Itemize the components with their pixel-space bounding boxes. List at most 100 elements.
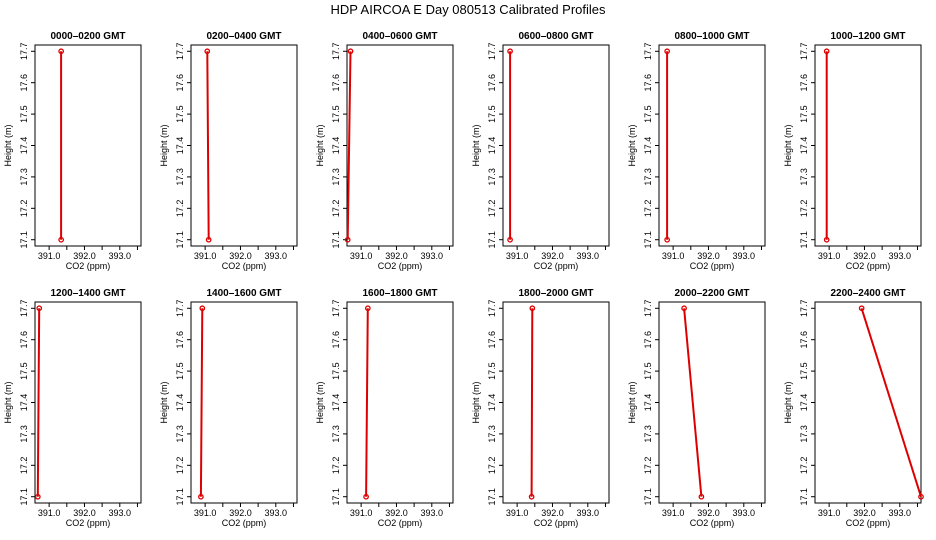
data-point <box>664 48 670 55</box>
x-axis-label: CO2 (ppm) <box>66 261 111 271</box>
x-tick-label: 393.0 <box>577 508 600 518</box>
x-tick-label: 393.0 <box>421 251 444 261</box>
y-tick-label: 17.5 <box>643 105 653 123</box>
x-tick-label: 392.0 <box>541 251 564 261</box>
x-tick-label: 392.0 <box>697 508 720 518</box>
y-tick-label: 17.3 <box>19 425 29 443</box>
y-tick-label: 17.6 <box>799 331 809 349</box>
profile-line <box>206 51 210 240</box>
y-axis-label: Height (m) <box>471 124 481 166</box>
y-tick-label: 17.7 <box>175 300 185 318</box>
y-tick-label: 17.4 <box>799 394 809 412</box>
profile-line <box>365 308 369 497</box>
x-tick-label: 393.0 <box>109 508 132 518</box>
panel-title: 0200–0400 GMT <box>206 31 281 42</box>
data-point <box>34 493 41 500</box>
data-point <box>529 305 536 312</box>
y-tick-label: 17.7 <box>799 300 809 318</box>
x-axis-label: CO2 (ppm) <box>222 261 267 271</box>
y-tick-label: 17.1 <box>331 231 341 249</box>
plot-frame <box>658 44 766 247</box>
x-tick-label: 391.0 <box>350 508 373 518</box>
x-tick-label: 391.0 <box>38 251 61 261</box>
data-point <box>528 493 535 500</box>
y-tick-label: 17.4 <box>175 394 185 412</box>
panel-title: 2000–2200 GMT <box>674 288 749 299</box>
x-tick-label: 393.0 <box>733 251 756 261</box>
y-tick-label: 17.5 <box>643 362 653 380</box>
y-tick-label: 17.6 <box>799 74 809 92</box>
y-tick-label: 17.4 <box>643 394 653 412</box>
x-tick-label: 392.0 <box>853 251 876 261</box>
y-tick-label: 17.4 <box>487 137 497 155</box>
y-tick-label: 17.3 <box>643 425 653 443</box>
x-tick-label: 391.0 <box>194 508 217 518</box>
y-tick-label: 17.2 <box>175 457 185 475</box>
data-point <box>347 48 354 55</box>
y-tick-label: 17.5 <box>331 105 341 123</box>
y-tick-label: 17.4 <box>19 394 29 412</box>
x-tick-label: 392.0 <box>541 508 564 518</box>
y-tick-label: 17.4 <box>19 137 29 155</box>
y-axis-label: Height (m) <box>627 381 637 423</box>
panel-title: 1200–1400 GMT <box>50 288 125 299</box>
panel-title: 1000–1200 GMT <box>830 31 905 42</box>
y-tick-label: 17.7 <box>175 43 185 61</box>
panel-title: 1800–2000 GMT <box>518 288 593 299</box>
y-tick-label: 17.6 <box>643 331 653 349</box>
x-axis-label: CO2 (ppm) <box>534 518 579 528</box>
x-axis-label: CO2 (ppm) <box>378 518 423 528</box>
profile-line <box>199 308 204 497</box>
data-point <box>823 48 830 55</box>
y-axis-label: Height (m) <box>3 124 13 166</box>
data-point <box>205 236 212 243</box>
y-tick-label: 17.7 <box>643 300 653 318</box>
y-tick-label: 17.3 <box>175 168 185 186</box>
x-tick-label: 391.0 <box>662 251 685 261</box>
y-axis-label: Height (m) <box>471 381 481 423</box>
y-axis-label: Height (m) <box>159 124 169 166</box>
y-tick-label: 17.3 <box>331 425 341 443</box>
x-tick-label: 391.0 <box>506 508 529 518</box>
y-tick-label: 17.7 <box>331 300 341 318</box>
y-tick-label: 17.6 <box>487 331 497 349</box>
x-tick-label: 393.0 <box>421 508 444 518</box>
y-tick-label: 17.3 <box>799 425 809 443</box>
data-point <box>198 493 204 500</box>
y-tick-label: 17.2 <box>799 457 809 475</box>
y-tick-label: 17.4 <box>487 394 497 412</box>
data-point <box>363 493 369 500</box>
y-tick-label: 17.2 <box>643 457 653 475</box>
x-tick-label: 393.0 <box>733 508 756 518</box>
y-tick-label: 17.1 <box>487 488 497 506</box>
x-axis-label: CO2 (ppm) <box>378 261 423 271</box>
y-tick-label: 17.1 <box>643 231 653 249</box>
x-tick-label: 393.0 <box>265 251 288 261</box>
y-tick-label: 17.2 <box>331 200 341 218</box>
plot-frame <box>658 301 766 504</box>
y-tick-label: 17.6 <box>175 331 185 349</box>
y-axis-label: Height (m) <box>315 381 325 423</box>
y-tick-label: 17.3 <box>19 168 29 186</box>
y-tick-label: 17.1 <box>643 488 653 506</box>
plot-frame <box>814 301 922 504</box>
panel-title: 1600–1800 GMT <box>362 288 437 299</box>
y-axis-label: Height (m) <box>783 124 793 166</box>
y-axis-label: Height (m) <box>627 124 637 166</box>
x-tick-label: 391.0 <box>38 508 61 518</box>
plot-frame <box>502 301 610 504</box>
data-point <box>36 305 43 312</box>
y-tick-label: 17.5 <box>175 105 185 123</box>
y-axis-label: Height (m) <box>315 124 325 166</box>
x-tick-label: 391.0 <box>194 251 217 261</box>
y-tick-label: 17.5 <box>331 362 341 380</box>
x-tick-label: 392.0 <box>385 508 408 518</box>
data-point <box>681 305 687 312</box>
y-tick-label: 17.2 <box>643 200 653 218</box>
y-axis-label: Height (m) <box>3 381 13 423</box>
y-tick-label: 17.7 <box>331 43 341 61</box>
y-tick-label: 17.3 <box>799 168 809 186</box>
profile-line <box>36 308 41 497</box>
y-tick-label: 17.2 <box>175 200 185 218</box>
